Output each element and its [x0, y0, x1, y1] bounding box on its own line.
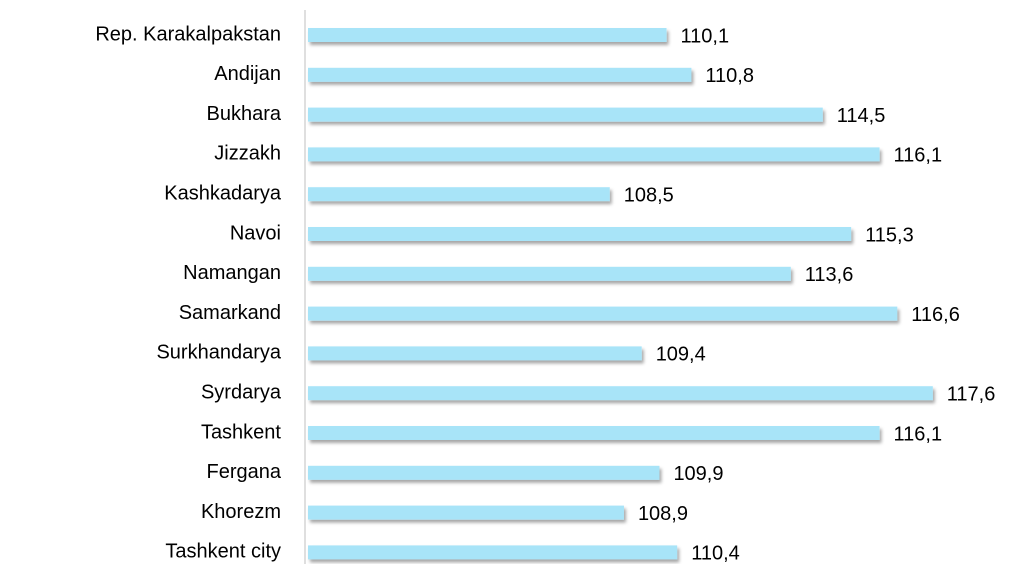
bar	[308, 107, 823, 122]
bar	[308, 465, 660, 480]
value-label: 116,1	[894, 145, 943, 167]
value-label: 116,6	[911, 304, 960, 326]
value-label: 109,9	[673, 463, 723, 485]
category-label: Tashkent city	[165, 541, 281, 563]
value-label: 113,6	[805, 264, 854, 286]
category-label: Samarkand	[179, 302, 281, 324]
value-label: 117,6	[947, 383, 996, 405]
category-label: Khorezm	[201, 501, 281, 523]
value-label: 108,9	[638, 503, 688, 525]
bar	[308, 187, 610, 202]
category-label: Tashkent	[201, 421, 281, 443]
value-label: 110,8	[705, 65, 754, 87]
category-label: Jizzakh	[214, 143, 281, 165]
bar	[308, 147, 880, 162]
bar	[308, 266, 791, 281]
value-label: 115,3	[865, 224, 914, 246]
category-label: Syrdarya	[201, 381, 282, 403]
value-label: 109,4	[656, 344, 706, 366]
category-label: Namangan	[183, 262, 281, 284]
category-label: Fergana	[207, 461, 282, 483]
bar	[308, 426, 880, 440]
category-label: Kashkadarya	[164, 182, 282, 204]
category-label: Rep. Karakalpakstan	[95, 23, 281, 45]
bar	[308, 306, 898, 321]
bar	[308, 28, 667, 42]
bar	[308, 386, 933, 401]
value-label: 116,1	[894, 423, 943, 445]
category-label: Bukhara	[207, 103, 282, 125]
category-label: Navoi	[230, 222, 281, 244]
value-label: 110,4	[691, 543, 740, 564]
category-label: Surkhandarya	[156, 342, 281, 364]
bar	[308, 545, 678, 560]
bar	[308, 346, 642, 361]
category-label: Andijan	[214, 63, 281, 85]
value-label: 114,5	[837, 105, 886, 127]
value-label: 108,5	[624, 184, 674, 206]
bar	[308, 227, 852, 241]
bar	[308, 67, 692, 82]
bar	[308, 505, 624, 520]
value-label: 110,1	[681, 25, 730, 47]
